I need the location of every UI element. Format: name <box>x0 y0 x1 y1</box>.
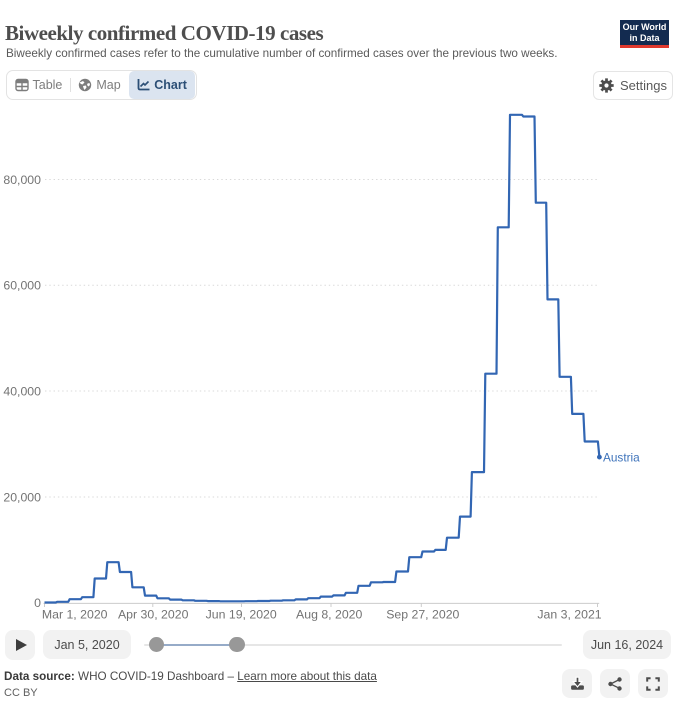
svg-text:Apr 30, 2020: Apr 30, 2020 <box>118 608 189 622</box>
svg-text:20,000: 20,000 <box>3 490 41 504</box>
svg-text:Austria: Austria <box>603 450 640 464</box>
svg-text:Sep 27, 2020: Sep 27, 2020 <box>386 608 459 622</box>
svg-text:60,000: 60,000 <box>3 279 41 293</box>
svg-text:0: 0 <box>34 596 41 610</box>
svg-text:40,000: 40,000 <box>3 384 41 398</box>
svg-text:Aug 8, 2020: Aug 8, 2020 <box>296 608 362 622</box>
svg-text:Mar 1, 2020: Mar 1, 2020 <box>42 608 108 622</box>
svg-text:Jan 3, 2021: Jan 3, 2021 <box>537 608 601 622</box>
svg-text:Jun 19, 2020: Jun 19, 2020 <box>206 608 277 622</box>
svg-text:80,000: 80,000 <box>3 173 41 187</box>
